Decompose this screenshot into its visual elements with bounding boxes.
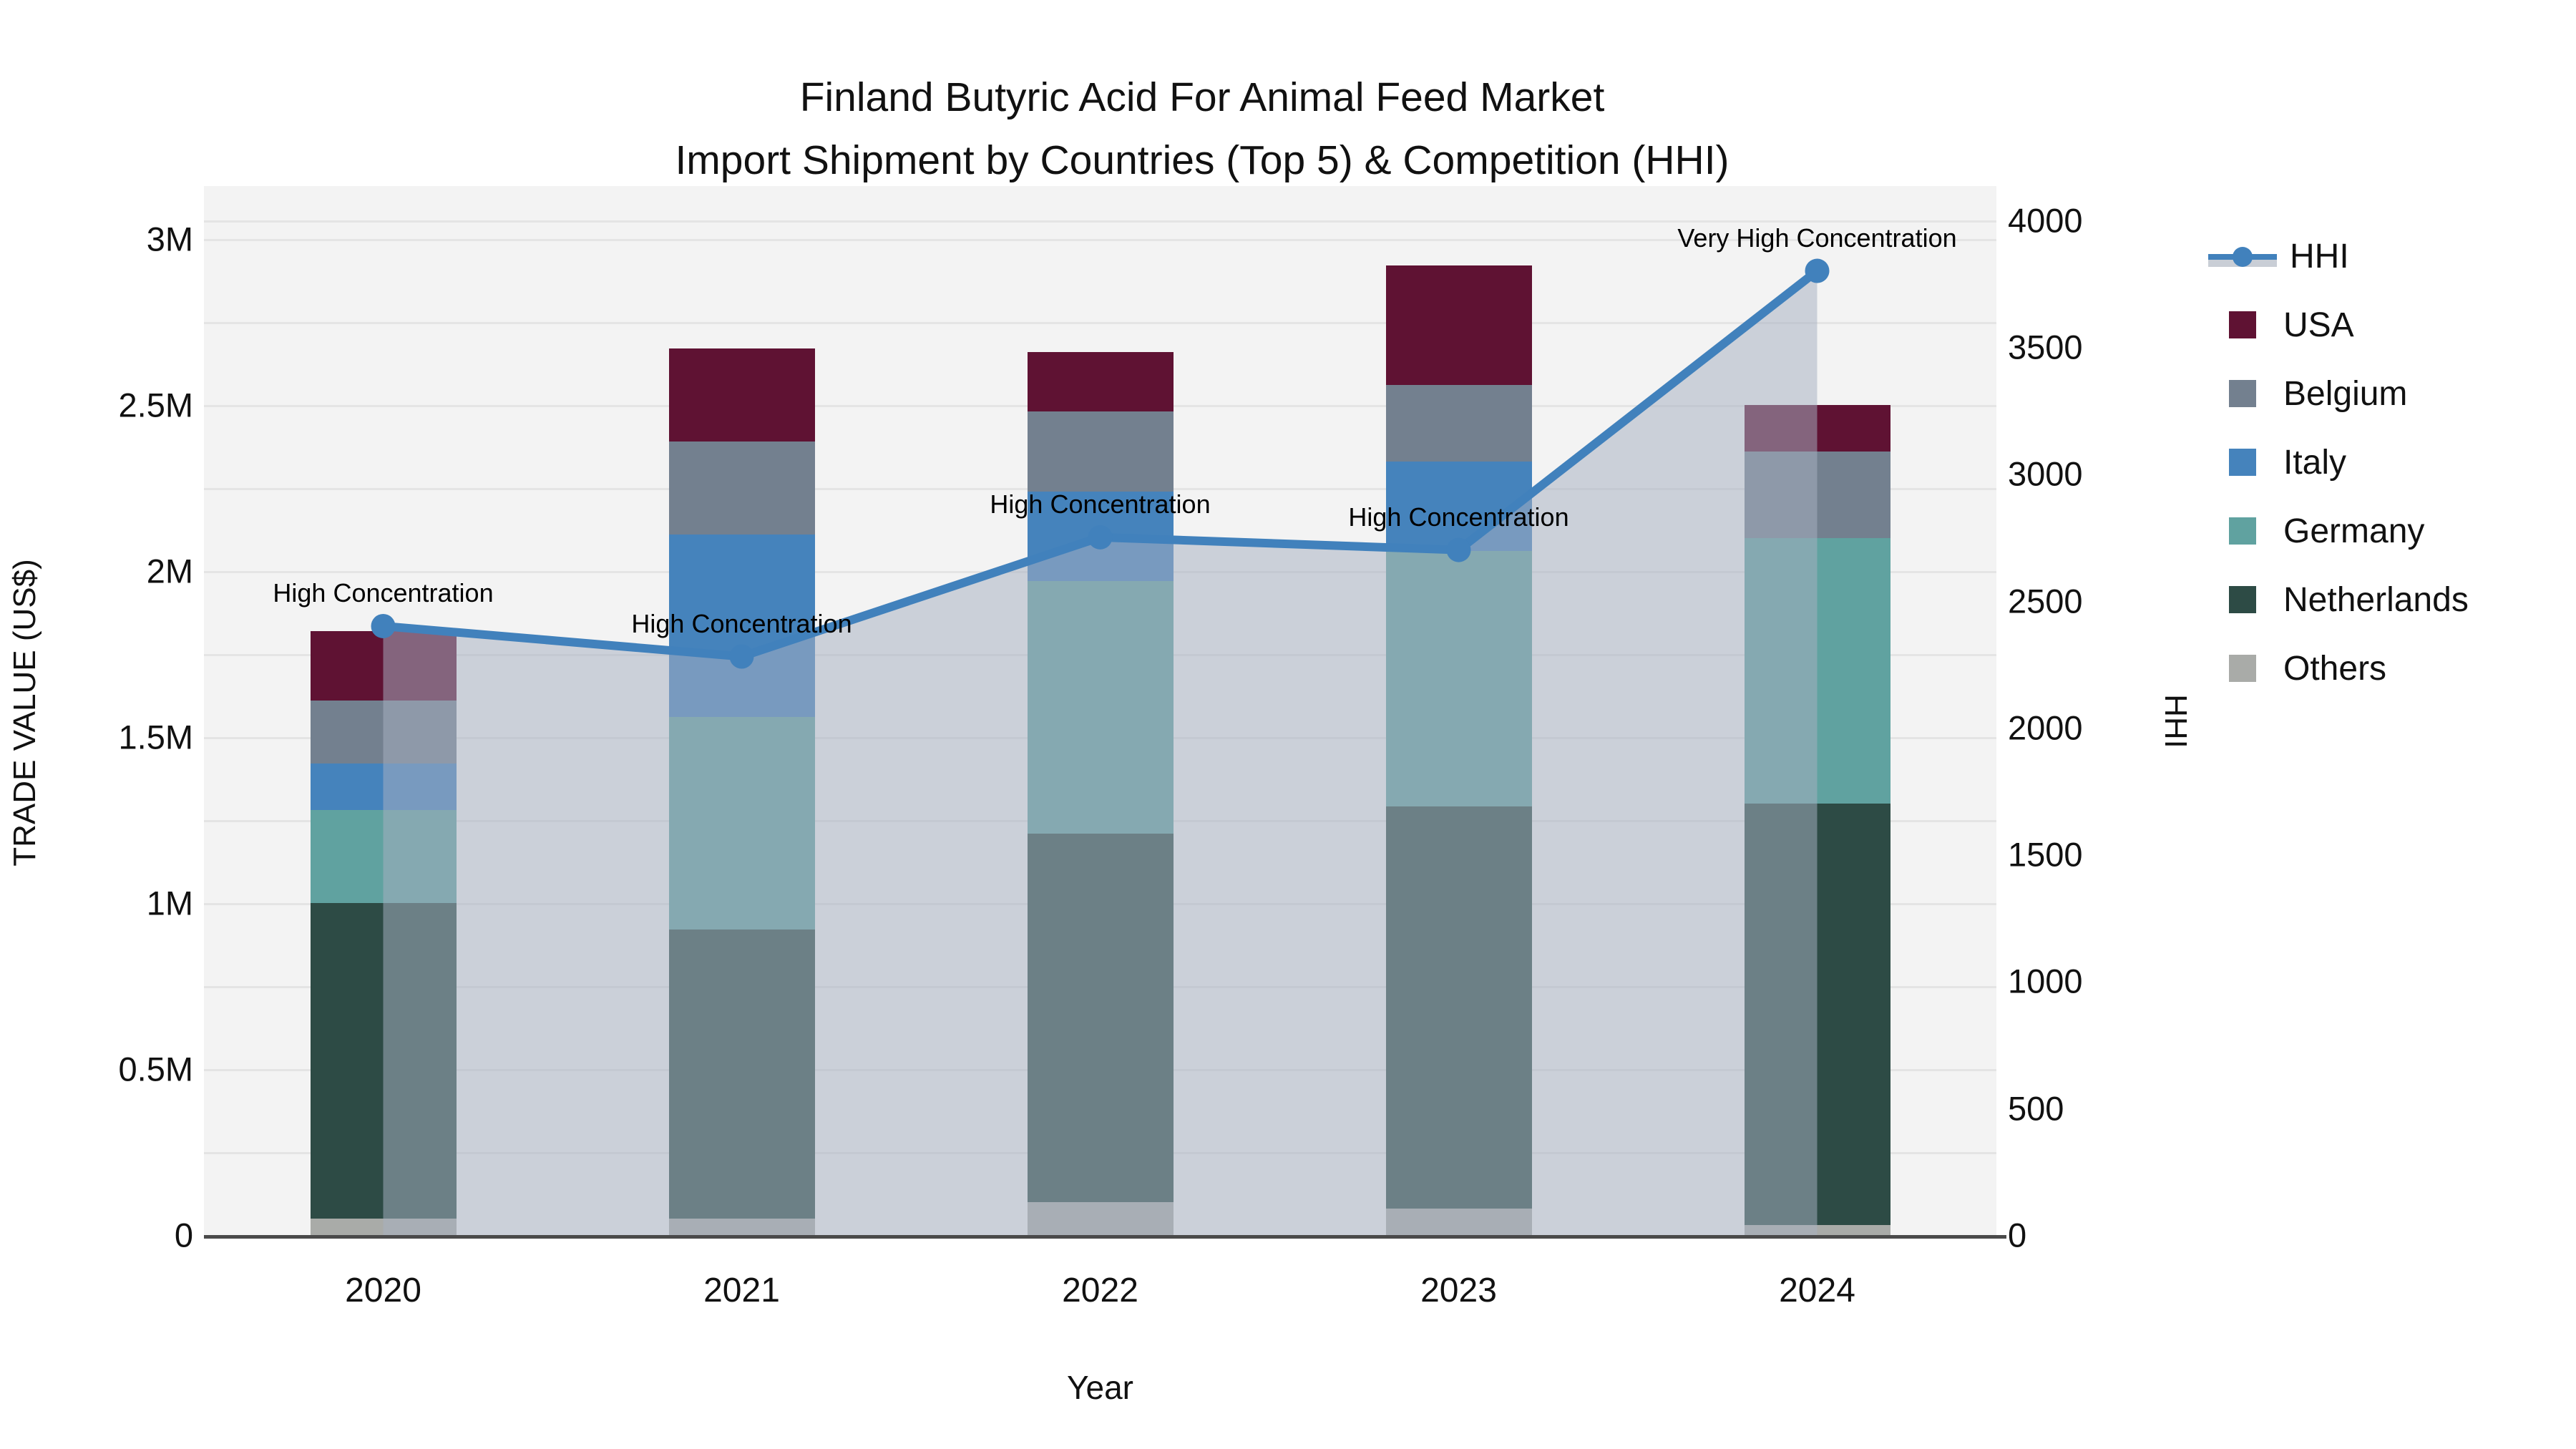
bar-2024-others[interactable] [1744,1225,1890,1235]
annotation-2021: High Concentration [631,608,852,638]
germany-color-swatch-icon [2229,517,2256,545]
legend-item-label: HHI [2290,237,2349,275]
x-tick-2020: 2020 [345,1272,421,1309]
y-right-tick-0: 0 [2008,1216,2027,1254]
chart-title-line2: Import Shipment by Countries (Top 5) & C… [675,137,1729,184]
bar-2020-netherlands[interactable] [310,903,457,1219]
hhi-point-2022[interactable] [1088,525,1113,550]
x-tick-2023: 2023 [1420,1272,1497,1309]
annotation-2022: High Concentration [990,489,1211,519]
legend-item-label: Others [2283,649,2387,688]
bar-2023-netherlands[interactable] [1385,806,1532,1209]
y-left-tick-2M: 2M [146,552,193,590]
legend-item-label: Italy [2283,443,2347,482]
y-axis-right-title: HHI [2158,694,2193,748]
bar-2021-germany[interactable] [668,717,815,930]
legend-item-belgium[interactable]: Belgium [2208,374,2407,414]
legend-item-label: Belgium [2283,374,2408,413]
bar-2021-belgium[interactable] [668,441,815,535]
hhi-point-2021[interactable] [729,644,754,669]
bar-2021-usa[interactable] [668,348,815,442]
y-right-tick-3000: 3000 [2008,454,2083,493]
x-axis-title: Year [1067,1369,1133,1406]
bar-2024-netherlands[interactable] [1744,803,1890,1226]
bar-2022-germany[interactable] [1027,580,1174,834]
bar-2020-italy[interactable] [310,763,457,811]
gridline [204,239,1996,241]
hhi-point-2023[interactable] [1446,537,1471,562]
bar-2023-others[interactable] [1385,1208,1532,1235]
bar-2022-netherlands[interactable] [1027,833,1174,1202]
hhi-point-2020[interactable] [371,613,396,638]
annotation-2024: Very High Concentration [1677,223,1957,253]
bar-2022-others[interactable] [1027,1201,1174,1235]
chart-title: Finland Butyric Acid For Animal Feed Mar… [487,66,1918,192]
bar-2020-others[interactable] [310,1218,457,1235]
y-left-tick-2.5M: 2.5M [118,386,194,424]
legend-item-usa[interactable]: USA [2208,305,2354,345]
annotation-2020: High Concentration [273,577,494,608]
chart-title-line1: Finland Butyric Acid For Animal Feed Mar… [799,74,1605,120]
legend-item-netherlands[interactable]: Netherlands [2208,580,2469,620]
y-right-tick-1500: 1500 [2008,835,2083,874]
x-tick-2022: 2022 [1062,1272,1138,1309]
bar-2020-belgium[interactable] [310,700,457,764]
y-left-tick-3M: 3M [146,220,193,258]
legend-item-label: Germany [2283,512,2425,550]
y-right-tick-2500: 2500 [2008,582,2083,620]
x-tick-2024: 2024 [1779,1272,1855,1309]
y-right-tick-2000: 2000 [2008,708,2083,747]
usa-color-swatch-icon [2229,311,2256,338]
y-right-tick-500: 500 [2008,1089,2064,1128]
y-right-tick-4000: 4000 [2008,201,2083,240]
others-color-swatch-icon [2229,655,2256,682]
y-right-tick-3500: 3500 [2008,328,2083,366]
bar-2020-germany[interactable] [310,810,457,903]
annotation-2023: High Concentration [1348,502,1569,532]
belgium-color-swatch-icon [2229,380,2256,407]
y-left-tick-1M: 1M [146,884,193,922]
y-right-tick-1000: 1000 [2008,962,2083,1000]
legend-item-label: Netherlands [2283,580,2469,619]
x-axis-baseline [204,1235,2006,1239]
bar-2020-usa[interactable] [310,630,457,701]
bar-2023-germany[interactable] [1385,551,1532,807]
bar-2024-usa[interactable] [1744,405,1890,452]
legend-item-italy[interactable]: Italy [2208,442,2346,482]
y-left-tick-1.5M: 1.5M [118,718,194,756]
y-left-tick-0.5M: 0.5M [118,1050,194,1088]
legend-item-hhi[interactable]: HHI [2208,236,2349,276]
x-tick-2021: 2021 [703,1272,780,1309]
bar-2022-belgium[interactable] [1027,411,1174,492]
gridline [204,322,1996,324]
legend-item-others[interactable]: Others [2208,648,2386,688]
bar-2023-belgium[interactable] [1385,385,1532,462]
netherlands-color-swatch-icon [2229,586,2256,613]
y-axis-left-title: TRADE VALUE (US$) [7,559,42,867]
legend-item-germany[interactable]: Germany [2208,511,2424,551]
bar-2023-usa[interactable] [1385,265,1532,386]
legend-item-label: USA [2283,306,2354,344]
hhi-point-2024[interactable] [1805,258,1830,283]
y-left-tick-0: 0 [174,1216,193,1254]
bar-2024-belgium[interactable] [1744,451,1890,538]
bar-2022-usa[interactable] [1027,351,1174,412]
gridline-hhi-4000 [204,220,1996,223]
hhi-line-swatch-icon [2208,243,2277,270]
bar-2021-others[interactable] [668,1218,815,1235]
bar-2021-netherlands[interactable] [668,930,815,1219]
bar-2024-germany[interactable] [1744,537,1890,804]
italy-color-swatch-icon [2229,449,2256,476]
